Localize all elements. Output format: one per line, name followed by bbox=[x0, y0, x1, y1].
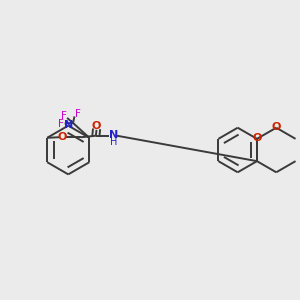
Text: F: F bbox=[61, 110, 67, 121]
Text: N: N bbox=[109, 130, 118, 140]
Text: O: O bbox=[252, 133, 262, 143]
Text: O: O bbox=[272, 122, 281, 132]
Text: O: O bbox=[92, 121, 101, 131]
Text: N: N bbox=[64, 120, 73, 130]
Text: H: H bbox=[110, 137, 118, 147]
Text: O: O bbox=[58, 132, 67, 142]
Text: F: F bbox=[58, 118, 64, 128]
Text: F: F bbox=[74, 109, 80, 119]
